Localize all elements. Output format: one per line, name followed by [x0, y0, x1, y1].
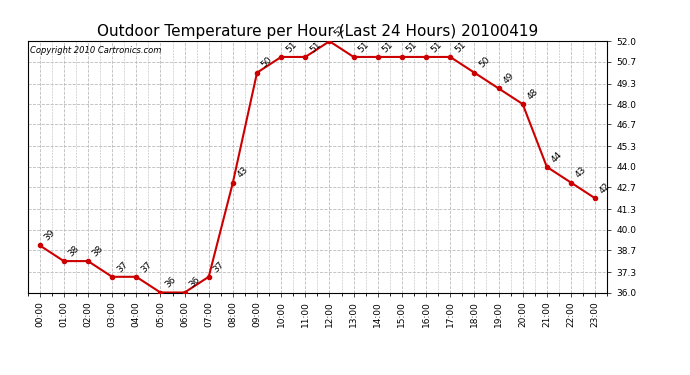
Text: 37: 37 — [139, 260, 154, 274]
Text: Copyright 2010 Cartronics.com: Copyright 2010 Cartronics.com — [30, 46, 162, 55]
Title: Outdoor Temperature per Hour (Last 24 Hours) 20100419: Outdoor Temperature per Hour (Last 24 Ho… — [97, 24, 538, 39]
Text: 39: 39 — [43, 228, 57, 243]
Text: 51: 51 — [308, 40, 323, 54]
Text: 51: 51 — [381, 40, 395, 54]
Text: 36: 36 — [164, 275, 178, 290]
Text: 43: 43 — [236, 165, 250, 180]
Text: 36: 36 — [188, 275, 202, 290]
Text: 48: 48 — [526, 87, 540, 101]
Text: 42: 42 — [598, 181, 612, 195]
Text: 38: 38 — [67, 244, 81, 258]
Text: 51: 51 — [453, 40, 468, 54]
Text: 51: 51 — [284, 40, 299, 54]
Text: 49: 49 — [502, 71, 515, 86]
Text: 51: 51 — [405, 40, 420, 54]
Text: 43: 43 — [574, 165, 588, 180]
Text: 52: 52 — [333, 24, 346, 39]
Text: 37: 37 — [115, 260, 130, 274]
Text: 37: 37 — [212, 260, 226, 274]
Text: 50: 50 — [477, 56, 492, 70]
Text: 50: 50 — [260, 56, 275, 70]
Text: 44: 44 — [550, 150, 564, 164]
Text: 51: 51 — [357, 40, 371, 54]
Text: 38: 38 — [91, 244, 106, 258]
Text: 51: 51 — [429, 40, 444, 54]
